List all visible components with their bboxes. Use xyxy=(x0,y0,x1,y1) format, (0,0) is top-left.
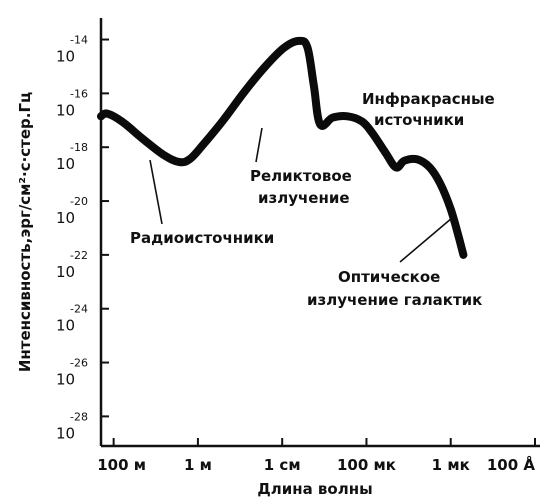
y-tick-label: 10 xyxy=(56,155,75,173)
x-axis-ticks: 100 м 1 м 1 см 100 мк 1 мк 100 Å xyxy=(97,438,536,474)
x-tick-label: 100 м xyxy=(97,456,146,474)
x-tick-label: 100 Å xyxy=(487,455,536,474)
y-tick-exponent: -26 xyxy=(70,357,88,370)
y-tick-label: 10 xyxy=(56,101,75,119)
x-tick-label: 100 мк xyxy=(337,456,396,474)
annotation-optical-line1: Оптическое xyxy=(338,268,440,286)
y-tick-label: 10 xyxy=(56,263,75,281)
annotation-relic-line1: Реликтовое xyxy=(250,167,352,185)
y-axis-title: Интенсивность,эрг/см²·с·стер.Гц xyxy=(16,92,34,372)
annotation-ir-line1: Инфракрасные xyxy=(362,90,495,108)
y-tick-exponent: -22 xyxy=(70,249,88,262)
x-tick-label: 1 м xyxy=(184,456,212,474)
y-tick-exponent: -20 xyxy=(70,195,88,208)
x-axis-title: Длина волны xyxy=(257,480,372,498)
axes-frame xyxy=(99,18,540,448)
annotation-optical-line2: излучение галактик xyxy=(307,291,482,309)
x-tick-label: 1 мк xyxy=(432,456,470,474)
y-tick-exponent: -14 xyxy=(70,34,88,47)
y-tick-label: 10 xyxy=(56,424,75,442)
leader-relic xyxy=(255,127,263,163)
y-tick-exponent: -28 xyxy=(70,410,88,423)
leader-optical xyxy=(399,217,453,263)
y-tick-label: 10 xyxy=(56,209,75,227)
annotation-radio-sources: Радиоисточники xyxy=(130,229,274,247)
y-tick-exponent: -24 xyxy=(70,303,88,316)
y-tick-label: 10 xyxy=(56,48,75,66)
y-tick-exponent: -18 xyxy=(70,141,88,154)
y-tick-label: 10 xyxy=(56,371,75,389)
y-tick-label: 10 xyxy=(56,317,75,335)
annotation-ir-line2: источники xyxy=(374,111,464,129)
leader-radio xyxy=(149,159,163,225)
series-line-spectrum xyxy=(97,36,468,259)
x-tick-label: 1 см xyxy=(264,456,301,474)
annotation-relic-line2: излучение xyxy=(258,189,350,207)
y-tick-exponent: -16 xyxy=(70,87,88,100)
annotation-leaders xyxy=(149,127,453,263)
